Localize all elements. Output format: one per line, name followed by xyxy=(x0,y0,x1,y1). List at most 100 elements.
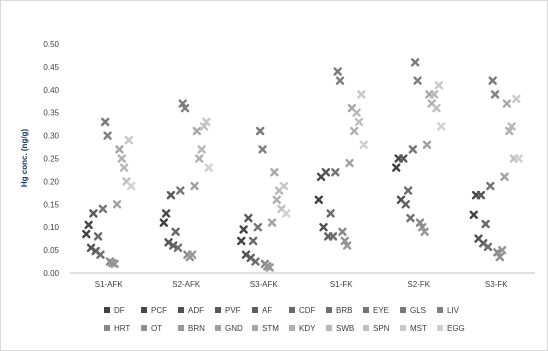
data-point xyxy=(351,128,357,134)
legend-swatch xyxy=(289,325,295,331)
data-point xyxy=(206,165,212,171)
data-point xyxy=(354,110,360,116)
legend-swatch xyxy=(141,325,147,331)
data-point xyxy=(492,91,498,97)
y-axis-label: Hg conc. (ng/g) xyxy=(20,129,29,188)
legend-label: PCF xyxy=(151,306,167,315)
data-point xyxy=(250,238,256,244)
legend-label: LIV xyxy=(447,306,460,315)
data-point xyxy=(407,215,413,221)
data-point xyxy=(241,226,247,232)
data-point xyxy=(516,156,522,162)
y-tick-label: 0.00 xyxy=(43,269,59,278)
data-point xyxy=(90,210,96,216)
legend-label: BRN xyxy=(188,324,205,333)
data-point xyxy=(196,156,202,162)
data-point xyxy=(100,206,106,212)
data-point xyxy=(274,197,280,203)
legend-item: BRB xyxy=(326,306,352,315)
legend-label: KDY xyxy=(299,324,316,333)
data-point xyxy=(316,197,322,203)
legend-label: ADF xyxy=(188,306,204,315)
legend-item: HRT xyxy=(104,324,130,333)
data-point xyxy=(415,78,421,84)
data-point xyxy=(483,221,489,227)
legend-label: BRB xyxy=(336,306,352,315)
data-point xyxy=(405,188,411,194)
data-point xyxy=(114,201,120,207)
x-tick-label: S3-AFK xyxy=(250,280,279,289)
data-point xyxy=(403,201,409,207)
legend-label: DF xyxy=(114,306,125,315)
data-point xyxy=(189,252,195,258)
data-point xyxy=(400,156,406,162)
legend-item: GLS xyxy=(400,306,426,315)
data-point xyxy=(161,220,167,226)
data-point xyxy=(271,169,277,175)
data-point xyxy=(347,160,353,166)
legend-label: GLS xyxy=(410,306,426,315)
x-tick-labels: S1-AFK S2-AFK S3-AFK S1-FK S2-FK S3-FK xyxy=(95,280,509,289)
legend-item: EYE xyxy=(363,306,389,315)
y-tick-label: 0.15 xyxy=(43,200,59,209)
legend-label: PVF xyxy=(225,306,241,315)
legend-swatch xyxy=(252,325,258,331)
legend-item: PCF xyxy=(141,306,167,315)
x-tick-label: S1-AFK xyxy=(95,280,124,289)
data-point xyxy=(128,183,134,189)
legend-swatch xyxy=(215,325,221,331)
data-point xyxy=(471,212,477,218)
data-point xyxy=(339,229,345,235)
legend-swatch xyxy=(252,307,258,313)
data-point xyxy=(83,231,89,237)
x-tick-label: S2-AFK xyxy=(172,280,201,289)
legend-item: STM xyxy=(252,324,279,333)
legend-item: ADF xyxy=(178,306,204,315)
data-point xyxy=(393,165,399,171)
y-tick-label: 0.50 xyxy=(43,40,59,49)
legend-swatch xyxy=(363,325,369,331)
y-tick-label: 0.35 xyxy=(43,109,59,118)
legend-item: DF xyxy=(104,306,125,315)
legend-item: KDY xyxy=(289,324,316,333)
legend-swatch xyxy=(326,307,332,313)
legend-swatch xyxy=(363,307,369,313)
y-tick-label: 0.20 xyxy=(43,177,59,186)
data-point xyxy=(361,142,367,148)
data-point xyxy=(105,133,111,139)
data-point xyxy=(328,210,334,216)
data-point xyxy=(163,210,169,216)
legend-swatch xyxy=(400,307,406,313)
legend-item: MST xyxy=(400,324,427,333)
data-point xyxy=(86,222,92,228)
y-tick-label: 0.10 xyxy=(43,223,59,232)
legend-label: EYE xyxy=(373,306,389,315)
data-point xyxy=(332,169,338,175)
data-point xyxy=(487,183,493,189)
legend-swatch xyxy=(326,325,332,331)
data-point xyxy=(192,183,198,189)
data-point xyxy=(116,146,122,152)
x-tick-label: S2-FK xyxy=(407,280,430,289)
y-tick-label: 0.05 xyxy=(43,246,59,255)
legend-item: CDF xyxy=(289,306,316,315)
legend-item: SWB xyxy=(326,324,354,333)
data-point xyxy=(238,238,244,244)
data-point xyxy=(168,192,174,198)
legend-label: STM xyxy=(262,324,279,333)
data-point xyxy=(255,224,261,230)
legend-swatch xyxy=(141,307,147,313)
legend-swatch xyxy=(215,307,221,313)
legend-item: AF xyxy=(252,306,272,315)
data-point xyxy=(330,233,336,239)
legend-label: MST xyxy=(410,324,427,333)
data-point xyxy=(502,174,508,180)
data-point xyxy=(173,229,179,235)
data-point xyxy=(504,101,510,107)
data-point xyxy=(410,146,416,152)
legend-item: GND xyxy=(215,324,243,333)
data-point xyxy=(260,146,266,152)
legend-swatch xyxy=(437,325,443,331)
legend-swatch xyxy=(289,307,295,313)
